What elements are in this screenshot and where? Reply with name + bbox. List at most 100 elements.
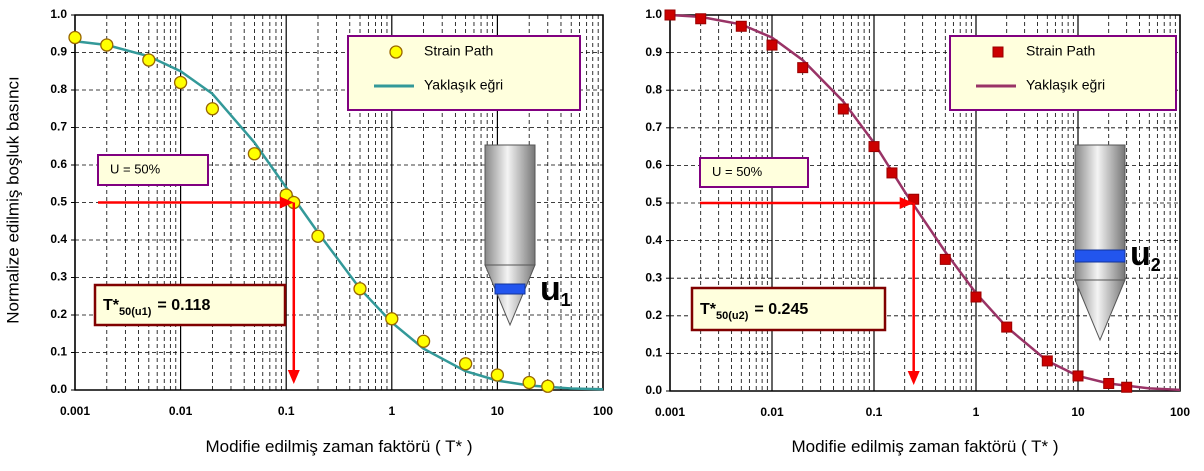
u-level-label: U = 50% — [110, 161, 161, 176]
y-tick-label: 0.2 — [645, 308, 662, 322]
y-tick-label: 0.9 — [50, 45, 67, 59]
marker — [992, 46, 1004, 58]
arrow-head — [287, 370, 300, 384]
probe-body — [484, 144, 536, 266]
chart-panel: 0.0 0.1 0.2 0.3 0.4 0.5 0.6 0.7 0.8 0.9 1.0 0.001 0.… — [645, 7, 1190, 456]
y-tick-label: 0.5 — [645, 195, 662, 209]
marker — [458, 357, 473, 371]
x-tick-label: 0.1 — [278, 404, 295, 418]
t50-sub: 50(u2) — [716, 310, 749, 322]
x-tick-label: 10 — [1071, 405, 1085, 419]
probe-sub: 1 — [561, 290, 571, 310]
marker — [416, 334, 431, 348]
probe-filter — [494, 283, 526, 295]
t50-box — [93, 283, 287, 327]
marker — [142, 53, 156, 67]
x-tick-label: 1 — [973, 405, 980, 419]
x-tick-label: 1 — [388, 404, 395, 418]
marker — [1121, 381, 1133, 393]
x-tick-label: 10 — [491, 404, 505, 418]
marker — [1103, 377, 1115, 389]
y-tick-label: 0.4 — [645, 233, 662, 247]
marker — [68, 30, 82, 45]
fit-curve — [74, 40, 604, 391]
marker — [205, 102, 220, 116]
y-tick-label: 1.0 — [645, 7, 662, 21]
x-tick-label: 0.01 — [760, 405, 784, 419]
t50-value: = 0.118 — [157, 297, 210, 314]
marker — [939, 253, 951, 265]
x-axis-title: Modifie edilmiş zaman faktörü ( T* ) — [205, 437, 472, 456]
x-tick-label: 0.001 — [655, 405, 685, 419]
marker — [664, 9, 676, 21]
arrow-head — [279, 196, 294, 209]
legend-label: Yaklaşık eğri — [424, 77, 503, 93]
y-tick-label: 0.4 — [50, 232, 67, 246]
marker — [766, 39, 778, 51]
t50-symbol: T* — [103, 297, 120, 314]
plot-frame — [669, 14, 1181, 392]
arrow-head — [907, 371, 920, 385]
x-tick-label: 0.01 — [169, 404, 193, 418]
probe-filter — [1074, 249, 1126, 263]
marker — [522, 375, 536, 390]
y-tick-label: 0.6 — [645, 158, 662, 172]
marker — [1001, 321, 1013, 333]
probe-label: u2 — [1130, 235, 1161, 275]
y-tick-label: 0.7 — [50, 120, 67, 134]
marker — [1072, 370, 1084, 382]
y-tick-label: 0.9 — [645, 45, 662, 59]
y-tick-label: 0.7 — [645, 120, 662, 134]
x-tick-label: 0.1 — [866, 405, 883, 419]
legend-box — [347, 35, 581, 111]
marker — [247, 147, 262, 161]
marker — [385, 312, 399, 326]
t50-box — [690, 286, 887, 332]
y-tick-label: 0.3 — [645, 270, 662, 284]
marker — [100, 38, 114, 52]
y-tick-label: 0.2 — [50, 307, 67, 321]
y-tick-label: 1.0 — [50, 7, 67, 21]
chart-panel: 0.0 0.1 0.2 0.3 0.4 0.5 0.6 0.7 0.8 0.9 1.0 0.001 0.… — [3, 7, 613, 456]
probe-letter: u — [540, 270, 561, 308]
t50-symbol: T* — [700, 301, 717, 318]
marker — [868, 141, 880, 153]
x-tick-label: 100 — [1170, 405, 1190, 419]
marker — [353, 282, 367, 296]
t50-sub: 50(u1) — [119, 306, 152, 318]
u-level-label: U = 50% — [712, 164, 763, 179]
x-axis-title: Modifie edilmiş zaman faktörü ( T* ) — [791, 437, 1058, 456]
y-tick-label: 0.0 — [50, 382, 67, 396]
marker — [1041, 355, 1053, 367]
y-tick-label: 0.5 — [50, 195, 67, 209]
probe-letter: u — [1130, 235, 1151, 273]
probe-sub: 2 — [1151, 255, 1161, 275]
plot-frame — [74, 14, 604, 391]
legend-label: Strain Path — [424, 43, 493, 59]
y-tick-label: 0.0 — [645, 383, 662, 397]
y-tick-label: 0.1 — [50, 345, 67, 359]
legend-label: Strain Path — [1026, 43, 1095, 59]
arrow-head — [899, 197, 914, 209]
marker — [735, 20, 747, 32]
probe-tip — [484, 264, 536, 327]
y-tick-label: 0.8 — [645, 82, 662, 96]
y-tick-label: 0.8 — [50, 82, 67, 96]
marker — [797, 62, 809, 74]
marker — [695, 13, 707, 25]
y-axis-title: Normalize edilmiş boşluk basıncı — [3, 76, 22, 324]
marker — [541, 379, 555, 393]
u-level-box — [699, 157, 809, 188]
y-tick-label: 0.6 — [50, 157, 67, 171]
x-tick-label: 100 — [593, 404, 613, 418]
x-tick-label: 0.001 — [60, 404, 90, 418]
legend-label: Yaklaşık eğri — [1026, 77, 1105, 93]
marker — [837, 103, 849, 115]
t50-value: = 0.245 — [754, 301, 808, 318]
t50-text: T*50(u2) = 0.245 — [700, 301, 808, 322]
marker — [389, 45, 403, 59]
t50-text: T*50(u1) = 0.118 — [103, 297, 210, 318]
marker — [886, 167, 898, 179]
marker — [490, 368, 505, 382]
